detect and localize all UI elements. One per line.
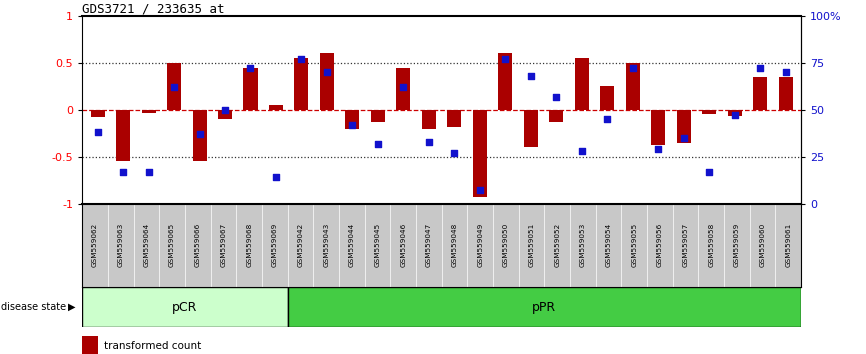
Point	[320, 69, 334, 75]
Point	[91, 130, 105, 135]
Bar	[141, 110, 156, 114]
Text: GSM559049: GSM559049	[477, 223, 483, 267]
Text: GSM559055: GSM559055	[631, 223, 637, 267]
Bar	[779, 77, 792, 110]
Point	[269, 175, 283, 180]
Text: GSM559050: GSM559050	[503, 223, 509, 267]
Bar	[727, 110, 742, 116]
Point	[218, 107, 232, 113]
Text: ▶: ▶	[68, 302, 75, 312]
Bar	[422, 110, 436, 129]
Text: GSM559056: GSM559056	[657, 223, 662, 267]
Point	[116, 169, 130, 175]
Point	[243, 65, 257, 71]
Point	[192, 131, 206, 137]
Point	[499, 56, 513, 62]
Bar	[243, 68, 257, 110]
Point	[575, 148, 589, 154]
Text: GSM559058: GSM559058	[708, 223, 714, 267]
Text: GSM559057: GSM559057	[682, 223, 688, 267]
Bar	[524, 110, 538, 147]
Point	[779, 69, 792, 75]
Text: disease state: disease state	[1, 302, 66, 312]
Bar	[549, 110, 564, 122]
Point	[549, 94, 563, 99]
Point	[371, 141, 385, 146]
Text: pPR: pPR	[533, 301, 557, 314]
Text: GSM559053: GSM559053	[580, 223, 585, 267]
Bar	[192, 110, 206, 161]
Point	[626, 65, 640, 71]
Text: GSM559068: GSM559068	[246, 223, 252, 267]
Text: GSM559063: GSM559063	[118, 223, 124, 267]
Bar	[269, 105, 283, 110]
Text: GSM559064: GSM559064	[144, 223, 150, 267]
Text: transformed count: transformed count	[104, 341, 201, 350]
Text: GSM559065: GSM559065	[169, 223, 175, 267]
Text: GDS3721 / 233635_at: GDS3721 / 233635_at	[82, 2, 225, 15]
Bar	[651, 110, 665, 145]
Bar	[473, 110, 487, 197]
Bar	[397, 68, 410, 110]
Bar	[116, 110, 130, 161]
Bar	[371, 110, 385, 122]
Text: GSM559048: GSM559048	[451, 223, 457, 267]
Bar	[626, 63, 640, 110]
Point	[473, 188, 487, 193]
Bar	[167, 63, 181, 110]
Point	[702, 169, 716, 175]
Bar	[288, 287, 801, 327]
Text: GSM559059: GSM559059	[734, 223, 740, 267]
Text: GSM559042: GSM559042	[298, 223, 303, 267]
Bar	[320, 53, 334, 110]
Text: GSM559051: GSM559051	[528, 223, 534, 267]
Point	[167, 84, 181, 90]
Bar	[346, 110, 359, 129]
Text: GSM559062: GSM559062	[92, 223, 98, 267]
Point	[753, 65, 767, 71]
Text: GSM559047: GSM559047	[426, 223, 432, 267]
Bar	[498, 53, 513, 110]
Text: GSM559061: GSM559061	[785, 223, 792, 267]
Point	[524, 73, 538, 79]
Bar	[753, 77, 767, 110]
Text: pCR: pCR	[172, 301, 197, 314]
Point	[142, 169, 156, 175]
Point	[677, 135, 691, 141]
Point	[397, 84, 410, 90]
Bar	[448, 110, 462, 127]
Bar	[82, 287, 288, 327]
Text: GSM559043: GSM559043	[323, 223, 329, 267]
Text: GSM559052: GSM559052	[554, 223, 560, 267]
Text: GSM559069: GSM559069	[272, 223, 278, 267]
Bar	[702, 110, 716, 114]
Point	[346, 122, 359, 127]
Point	[651, 146, 665, 152]
Point	[294, 56, 308, 62]
Text: GSM559060: GSM559060	[759, 223, 766, 267]
Bar	[600, 86, 614, 110]
Bar	[575, 58, 589, 110]
Point	[448, 150, 462, 156]
Text: GSM559045: GSM559045	[374, 223, 380, 267]
Text: GSM559044: GSM559044	[349, 223, 355, 267]
Bar	[91, 110, 105, 117]
Bar	[294, 58, 308, 110]
Text: GSM559054: GSM559054	[605, 223, 611, 267]
Text: GSM559066: GSM559066	[195, 223, 201, 267]
Point	[600, 116, 614, 122]
Text: GSM559046: GSM559046	[400, 223, 406, 267]
Text: GSM559067: GSM559067	[221, 223, 226, 267]
Bar	[677, 110, 691, 143]
Bar	[218, 110, 232, 119]
Point	[727, 113, 741, 118]
Point	[422, 139, 436, 144]
